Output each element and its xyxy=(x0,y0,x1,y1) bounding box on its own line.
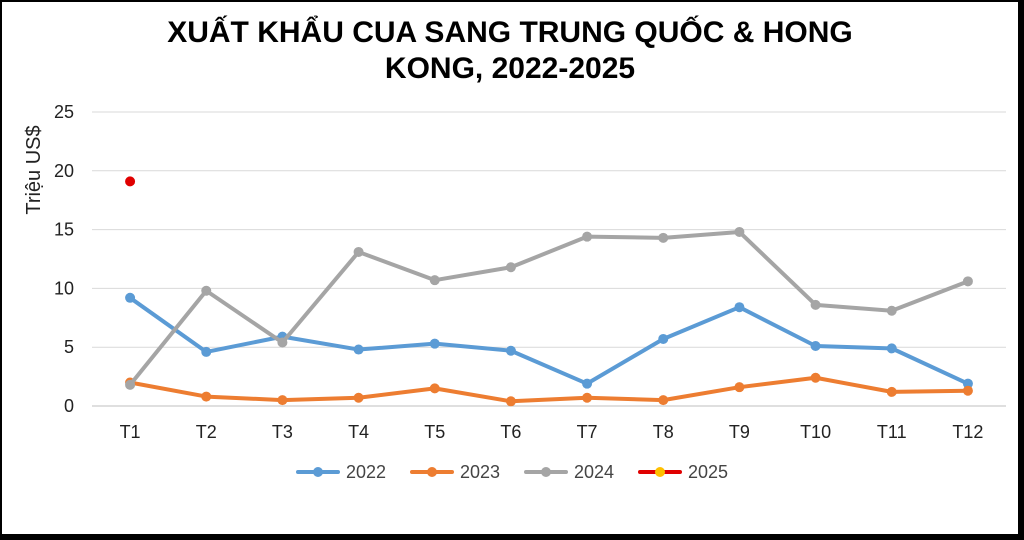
data-point-2023 xyxy=(734,382,745,393)
legend-label: 2025 xyxy=(688,462,728,482)
data-point-2024 xyxy=(582,231,593,242)
x-tick-label: T3 xyxy=(272,422,293,442)
data-point-2022 xyxy=(886,343,897,354)
data-point-2024 xyxy=(658,232,669,243)
data-point-2022 xyxy=(582,378,593,389)
data-point-2023 xyxy=(886,386,897,397)
series-line-2022 xyxy=(128,295,970,386)
legend-item-2022: 2022 xyxy=(296,462,386,482)
y-tick-label: 25 xyxy=(54,102,74,122)
data-point-2023 xyxy=(658,395,669,406)
series-layer xyxy=(125,176,973,407)
gridlines xyxy=(92,111,1006,407)
x-tick-label: T2 xyxy=(196,422,217,442)
legend-swatch-marker xyxy=(313,467,323,477)
data-point-2024 xyxy=(734,226,745,237)
x-tick-label: T8 xyxy=(653,422,674,442)
line-chart: XUẤT KHẨU CUA SANG TRUNG QUỐC & HONG KON… xyxy=(23,15,1006,482)
data-point-2022 xyxy=(962,378,973,389)
x-tick-label: T10 xyxy=(800,422,831,442)
series-line-2023 xyxy=(128,375,970,404)
data-point-2023 xyxy=(277,395,288,406)
legend-item-2024: 2024 xyxy=(524,462,614,482)
data-point-2024 xyxy=(353,246,364,257)
data-point-2022 xyxy=(429,338,440,349)
y-tick-label: 5 xyxy=(64,337,74,357)
x-tick-label: T1 xyxy=(120,422,141,442)
data-point-2023 xyxy=(810,372,821,383)
data-point-2024 xyxy=(277,337,288,348)
x-tick-label: T12 xyxy=(952,422,983,442)
data-point-2023 xyxy=(353,392,364,403)
y-tick-label: 15 xyxy=(54,220,74,240)
data-point-2022 xyxy=(658,333,669,344)
y-tick-label: 0 xyxy=(64,396,74,416)
y-tick-label: 10 xyxy=(54,278,74,298)
data-point-2022 xyxy=(810,341,821,352)
data-point-2022 xyxy=(734,302,745,313)
y-axis-title: Triệu US$ xyxy=(23,125,45,214)
data-point-2022 xyxy=(505,345,516,356)
legend-label: 2023 xyxy=(460,462,500,482)
legend-item-2025: 2025 xyxy=(638,462,728,482)
x-tick-label: T5 xyxy=(424,422,445,442)
data-point-2024 xyxy=(125,379,136,390)
data-point-2025 xyxy=(125,176,136,187)
data-point-2024 xyxy=(886,305,897,316)
x-tick-label: T7 xyxy=(577,422,598,442)
chart-title-line-1: XUẤT KHẨU CUA SANG TRUNG QUỐC & HONG xyxy=(167,15,853,49)
data-point-2022 xyxy=(125,292,136,303)
x-tick-label: T4 xyxy=(348,422,369,442)
y-tick-label: 20 xyxy=(54,161,74,181)
data-point-2022 xyxy=(353,344,364,355)
series-2024 xyxy=(125,226,973,390)
data-point-2024 xyxy=(810,299,821,310)
data-point-2024 xyxy=(962,276,973,287)
data-point-2024 xyxy=(201,285,212,296)
x-tick-label: T6 xyxy=(500,422,521,442)
legend-label: 2024 xyxy=(574,462,614,482)
y-axis-ticks: 0 5 10 15 20 25 xyxy=(54,102,74,416)
data-point-2024 xyxy=(505,262,516,273)
chart-frame: XUẤT KHẨU CUA SANG TRUNG QUỐC & HONG KON… xyxy=(2,2,1018,534)
legend: 2022 2023 2024 2025 xyxy=(296,462,728,482)
data-point-2023 xyxy=(429,383,440,394)
data-point-2024 xyxy=(429,275,440,286)
x-tick-label: T11 xyxy=(877,422,907,442)
legend-label: 2022 xyxy=(346,462,386,482)
legend-swatch-marker xyxy=(541,467,551,477)
data-point-2022 xyxy=(201,346,212,357)
data-point-2023 xyxy=(962,385,973,396)
series-line-2024 xyxy=(128,229,970,387)
data-point-2023 xyxy=(582,392,593,403)
legend-swatch-marker xyxy=(655,467,665,477)
chart-title-line-2: KONG, 2022-2025 xyxy=(385,52,635,85)
legend-swatch-marker xyxy=(427,467,437,477)
series-2025 xyxy=(125,176,136,187)
x-axis-ticks: T1 T2 T3 T4 T5 T6 T7 T8 T9 T10 T11 T12 xyxy=(120,422,984,442)
data-point-2023 xyxy=(505,396,516,407)
legend-item-2023: 2023 xyxy=(410,462,500,482)
data-point-2023 xyxy=(201,391,212,402)
series-2023 xyxy=(125,372,973,407)
series-2022 xyxy=(125,292,973,389)
x-tick-label: T9 xyxy=(729,422,750,442)
